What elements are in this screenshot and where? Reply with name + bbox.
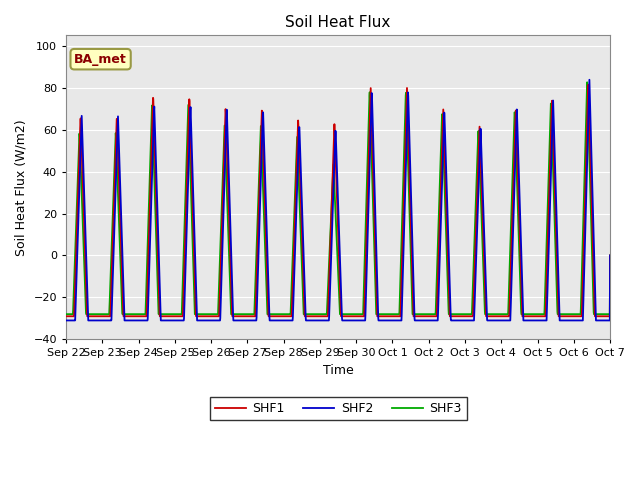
SHF2: [496, 318, 504, 324]
SHF1: [365, 129, 373, 135]
SHF2: [214, 318, 221, 324]
SHF1: [62, 313, 70, 319]
SHF1: [558, 313, 566, 319]
Line: SHF3: SHF3: [66, 82, 610, 314]
Y-axis label: Soil Heat Flux (W/m2): Soil Heat Flux (W/m2): [15, 119, 28, 256]
SHF3: [354, 312, 362, 317]
Line: SHF1: SHF1: [66, 84, 610, 316]
Line: SHF2: SHF2: [66, 80, 610, 321]
SHF3: [583, 79, 591, 85]
SHF2: [586, 77, 593, 83]
SHF3: [573, 312, 581, 317]
SHF1: [584, 82, 592, 87]
Title: Soil Heat Flux: Soil Heat Flux: [285, 15, 391, 30]
SHF3: [496, 312, 504, 317]
SHF2: [62, 318, 70, 324]
SHF3: [214, 312, 221, 317]
SHF2: [365, 170, 373, 176]
SHF3: [62, 312, 70, 317]
SHF2: [606, 252, 614, 258]
SHF1: [496, 313, 504, 319]
SHF2: [354, 318, 362, 324]
SHF1: [354, 313, 362, 319]
Text: BA_met: BA_met: [74, 53, 127, 66]
Legend: SHF1, SHF2, SHF3: SHF1, SHF2, SHF3: [209, 397, 467, 420]
SHF1: [573, 313, 581, 319]
SHF1: [606, 252, 614, 258]
SHF1: [214, 313, 221, 319]
SHF3: [365, 93, 373, 99]
Bar: [66, 88, 610, 298]
SHF2: [573, 318, 581, 324]
X-axis label: Time: Time: [323, 364, 353, 377]
SHF2: [558, 318, 566, 324]
SHF3: [606, 252, 614, 258]
SHF3: [558, 312, 566, 317]
